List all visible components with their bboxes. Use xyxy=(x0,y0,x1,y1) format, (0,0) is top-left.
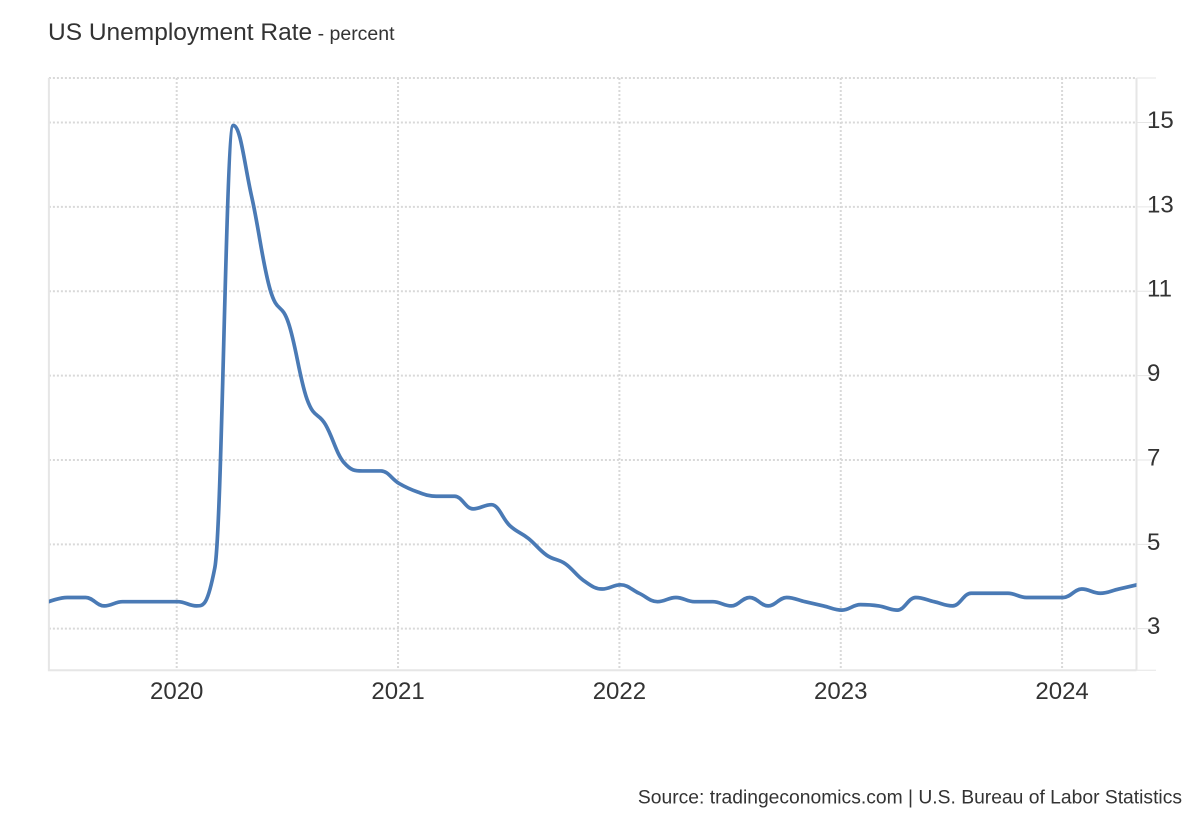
svg-text:3: 3 xyxy=(1147,613,1160,640)
svg-text:11: 11 xyxy=(1147,276,1172,303)
svg-text:5: 5 xyxy=(1147,529,1160,556)
svg-text:Source: tradingeconomics.com |: Source: tradingeconomics.com | U.S. Bure… xyxy=(638,788,1182,809)
svg-text:7: 7 xyxy=(1147,444,1160,471)
svg-text:9: 9 xyxy=(1147,360,1160,387)
svg-text:2022: 2022 xyxy=(593,678,646,705)
svg-text:13: 13 xyxy=(1147,191,1174,218)
svg-text:2024: 2024 xyxy=(1035,678,1088,705)
svg-text:US Unemployment Rate - percent: US Unemployment Rate - percent xyxy=(48,19,395,46)
svg-text:2023: 2023 xyxy=(814,678,867,705)
svg-text:2020: 2020 xyxy=(150,678,203,705)
svg-text:2021: 2021 xyxy=(371,678,424,705)
svg-text:15: 15 xyxy=(1147,107,1174,134)
